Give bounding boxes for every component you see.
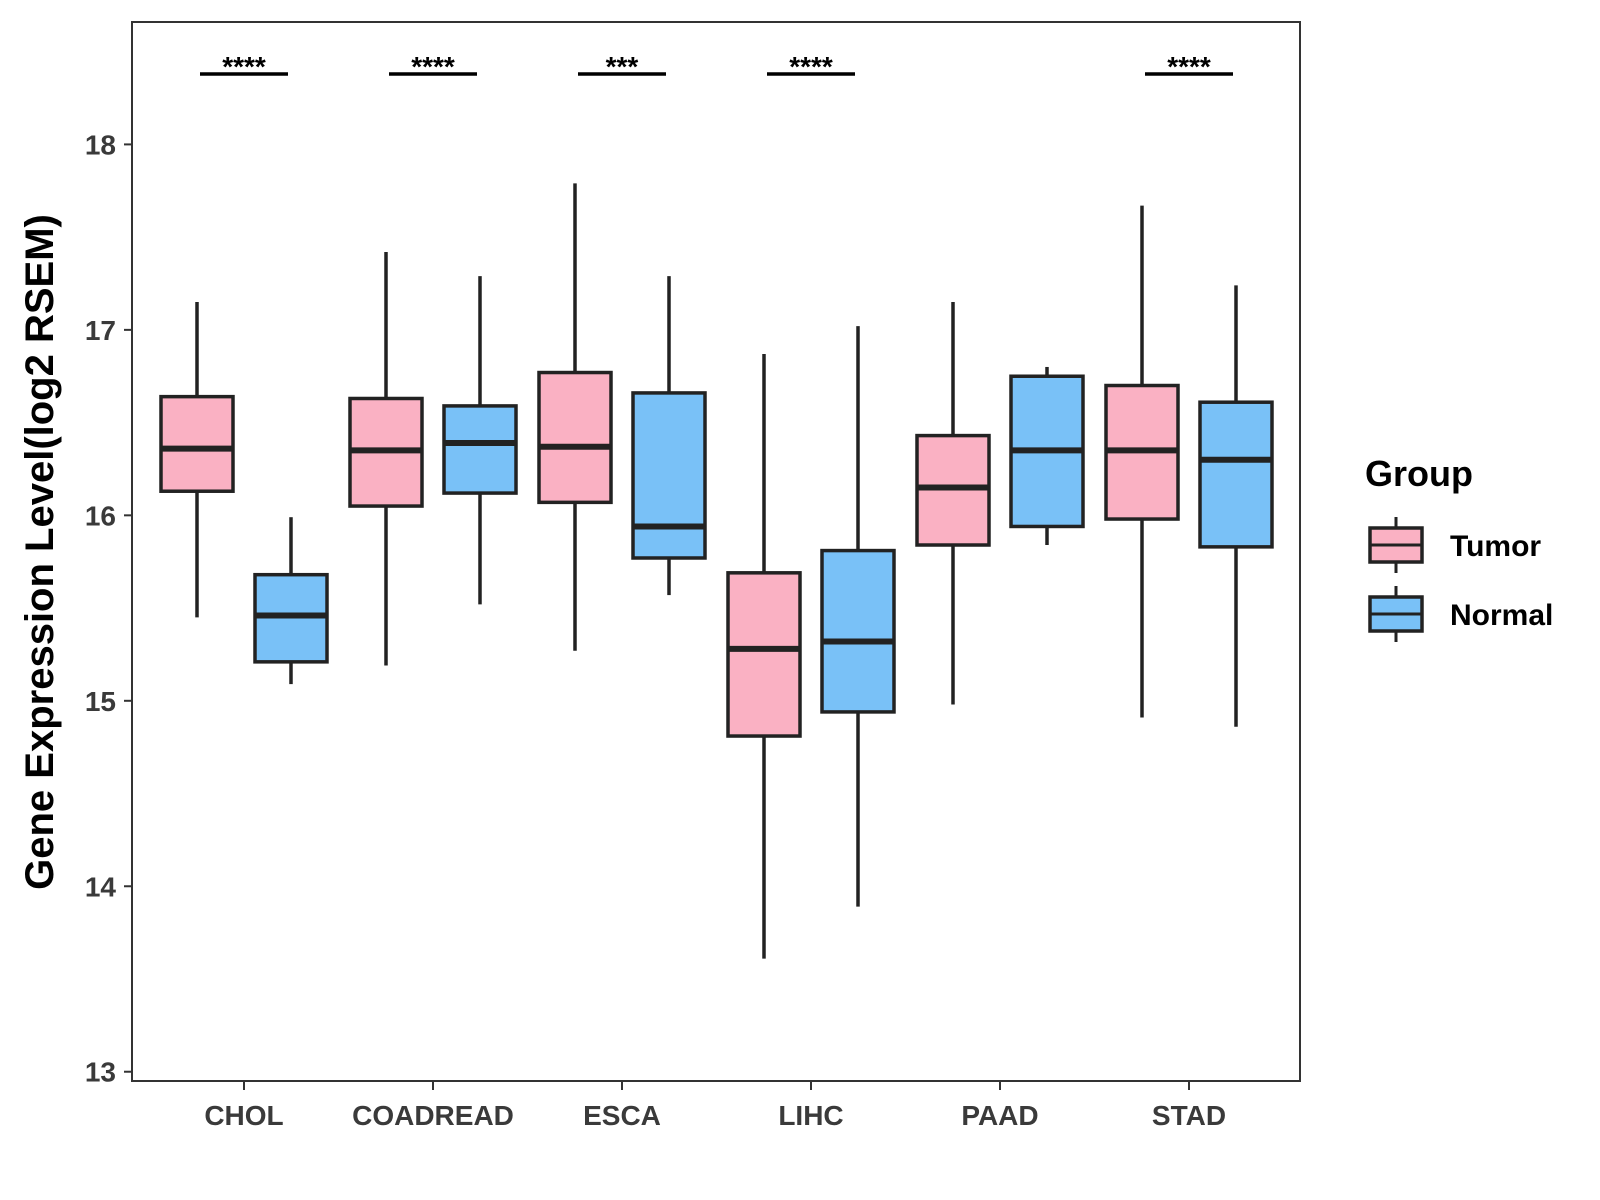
x-tick-label: PAAD [961,1100,1038,1131]
significance-esca: *** [578,51,666,82]
legend-title: Group [1365,453,1473,494]
legend-item-normal: Normal [1368,586,1553,642]
legend-item-tumor: Tumor [1368,517,1541,573]
legend: Group Tumor Normal [1365,453,1553,642]
box-tumor-paad [915,302,991,705]
panel-border [131,21,1301,1082]
significance-label: **** [222,51,266,82]
x-tick-label: ESCA [583,1100,661,1131]
y-tick-label: 16 [85,500,116,531]
significance-lihc: **** [767,51,855,82]
significance-label: *** [606,51,639,82]
significance-label: **** [1167,51,1211,82]
box-body [820,548,896,714]
y-tick-label: 18 [85,129,116,160]
x-tick-label: STAD [1152,1100,1226,1131]
significance-coadread: **** [389,51,477,82]
legend-label: Tumor [1450,530,1541,563]
plot-panel [131,21,1301,1082]
box-normal-lihc [820,326,896,907]
box-body [159,394,235,493]
box-normal-esca [631,276,707,596]
box-normal-stad [1198,285,1274,727]
significance-stad: **** [1145,51,1233,82]
significance-chol: **** [200,51,288,82]
y-tick-label: 13 [85,1057,116,1088]
y-tick-label: 17 [85,315,116,346]
box-tumor-chol [159,302,235,618]
significance-label: **** [789,51,833,82]
box-body [631,391,707,560]
x-tick-label: CHOL [204,1100,283,1131]
y-tick-label: 14 [85,871,117,902]
legend-label: Normal [1450,599,1553,632]
box-normal-paad [1009,366,1085,546]
x-tick-label: COADREAD [352,1100,514,1131]
box-tumor-coadread [348,251,424,666]
x-axis: CHOL COADREAD ESCA LIHC PAAD STAD [204,1081,1226,1131]
box-body [537,370,613,505]
box-normal-chol [253,517,329,685]
y-tick-label: 15 [85,686,116,717]
box-series [159,183,1274,959]
significance-label: **** [411,51,455,82]
box-tumor-lihc [726,353,802,959]
box-normal-coadread [442,276,518,605]
box-body [1198,400,1274,549]
y-axis: 13 14 15 16 17 18 [85,129,132,1088]
y-axis-title: Gene Expression Level(log2 RSEM) [18,214,62,890]
box-tumor-stad [1104,205,1180,718]
box-body [442,404,518,495]
box-body [726,571,802,738]
significance-annotations: **** **** *** **** **** [200,51,1233,82]
x-tick-label: LIHC [778,1100,843,1131]
box-tumor-esca [537,183,613,651]
